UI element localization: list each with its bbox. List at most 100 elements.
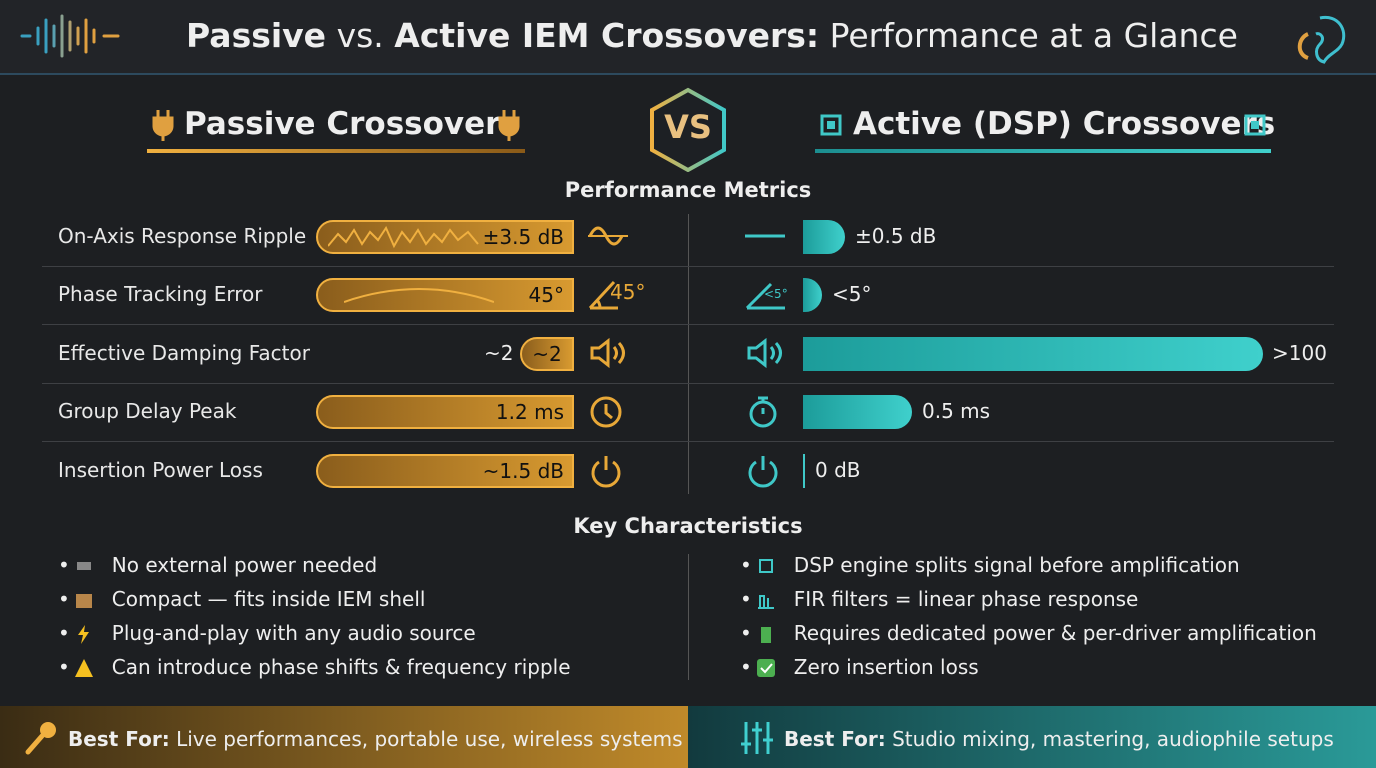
list-item: • Can introduce phase shifts & frequency …	[58, 655, 571, 679]
passive-value: ~1.5 dB	[482, 459, 564, 483]
item-text: Compact — fits inside IEM shell	[111, 587, 426, 611]
item-text: FIR filters = linear phase response	[793, 587, 1139, 611]
metric-label: On-Axis Response Ripple	[58, 224, 307, 248]
item-text: Plug-and-play with any audio source	[111, 621, 476, 645]
item-icon	[75, 659, 93, 677]
icon-label: <5°	[764, 287, 788, 301]
footer-active	[688, 706, 1376, 768]
vs-label: VS	[664, 108, 712, 146]
footer-passive	[0, 706, 688, 768]
characteristics-heading: Key Characteristics	[573, 514, 803, 538]
item-icon	[758, 595, 774, 609]
passive-value: ±3.5 dB	[482, 225, 564, 249]
metric-label: Effective Damping Factor	[58, 341, 310, 365]
footer-value: Live performances, portable use, wireles…	[176, 727, 683, 751]
title-part: Performance at a Glance	[829, 16, 1238, 55]
footer-value: Studio mixing, mastering, audiophile set…	[892, 727, 1334, 751]
list-item: • Zero insertion loss	[740, 655, 979, 679]
footer-label: Best For:	[784, 727, 886, 751]
divider	[688, 214, 689, 494]
list-item: • Plug-and-play with any audio source	[58, 621, 476, 645]
divider	[688, 554, 689, 680]
mixer-icon	[741, 722, 773, 754]
list-item: • No external power needed	[58, 553, 378, 577]
plug-icon	[152, 110, 174, 141]
active-bar	[803, 337, 1263, 371]
row-separator	[42, 266, 1334, 267]
passive-bar: 1.2 ms	[316, 395, 574, 429]
passive-icon	[590, 396, 622, 428]
iem-icon	[1297, 15, 1346, 64]
chip-icon	[820, 114, 842, 136]
active-heading: Active (DSP) Crossovers	[853, 106, 1276, 142]
plug-icon	[498, 110, 520, 141]
active-value: 0 dB	[815, 458, 861, 482]
vs-badge	[650, 87, 726, 172]
item-text: No external power needed	[111, 553, 378, 577]
passive-bar: ~1.5 dB	[316, 454, 574, 488]
row-separator	[42, 324, 1334, 325]
item-icon	[757, 659, 775, 677]
active-bar	[803, 278, 822, 312]
active-icon	[745, 234, 785, 238]
header	[0, 0, 1376, 75]
active-value: >100	[1272, 341, 1327, 365]
passive-value: 1.2 ms	[495, 400, 564, 424]
passive-bar: ~2	[520, 337, 574, 371]
item-icon	[761, 627, 771, 643]
list-item: • DSP engine splits signal before amplifi…	[740, 553, 1240, 577]
active-icon	[745, 282, 785, 310]
item-text: Can introduce phase shifts & frequency r…	[111, 655, 571, 679]
title: Passive vs. Active IEM Crossovers: Perfo…	[186, 16, 1238, 55]
waveform-icon	[20, 14, 120, 58]
active-bar	[803, 454, 805, 488]
item-icon	[77, 562, 91, 570]
active-value: ±0.5 dB	[855, 224, 937, 248]
active-icon	[748, 456, 778, 488]
footer-text: Best For: Studio mixing, mastering, audi…	[784, 727, 1334, 751]
icon-label: 45°	[610, 280, 646, 304]
metric-label: Insertion Power Loss	[58, 458, 263, 482]
active-bar	[803, 395, 912, 429]
item-text: DSP engine splits signal before amplific…	[793, 553, 1240, 577]
curve-decoration	[344, 288, 494, 303]
mic-icon	[25, 722, 56, 755]
metric-label: Phase Tracking Error	[58, 282, 263, 306]
active-value: 0.5 ms	[922, 399, 991, 423]
title-part: Passive	[186, 16, 327, 55]
title-part: vs.	[336, 16, 384, 55]
passive-bar: 45°	[316, 278, 574, 312]
list-item: • Requires dedicated power & per-driver a…	[740, 621, 1317, 645]
row-separator	[42, 383, 1334, 384]
passive-icon	[590, 337, 625, 369]
item-text: Zero insertion loss	[793, 655, 979, 679]
metrics-heading: Performance Metrics	[564, 178, 812, 202]
row-separator	[42, 441, 1334, 442]
underline	[815, 149, 1271, 153]
active-icon	[747, 337, 782, 369]
item-icon	[759, 559, 773, 573]
passive-icon	[591, 456, 621, 488]
active-value: <5°	[832, 282, 872, 306]
list-item: • FIR filters = linear phase response	[740, 587, 1139, 611]
list-item: • Compact — fits inside IEM shell	[58, 587, 426, 611]
item-icon	[78, 625, 89, 644]
passive-value: ~2	[484, 341, 514, 365]
chip-icon	[1244, 114, 1266, 136]
passive-heading: Passive Crossovers	[184, 106, 519, 142]
underline	[147, 149, 525, 153]
item-text: Requires dedicated power & per-driver am…	[793, 621, 1317, 645]
footer-label: Best For:	[68, 727, 170, 751]
passive-icon	[588, 226, 628, 246]
passive-bar: ±3.5 dB	[316, 220, 574, 254]
active-icon	[749, 396, 777, 428]
passive-value: 45°	[528, 283, 564, 307]
passive-icon	[588, 280, 618, 310]
title-part: Active IEM Crossovers:	[394, 16, 820, 55]
footer-text: Best For: Live performances, portable us…	[68, 727, 683, 751]
ripple-decoration	[328, 226, 479, 249]
metric-label: Group Delay Peak	[58, 399, 237, 423]
item-icon	[76, 594, 92, 608]
active-bar	[803, 220, 845, 254]
